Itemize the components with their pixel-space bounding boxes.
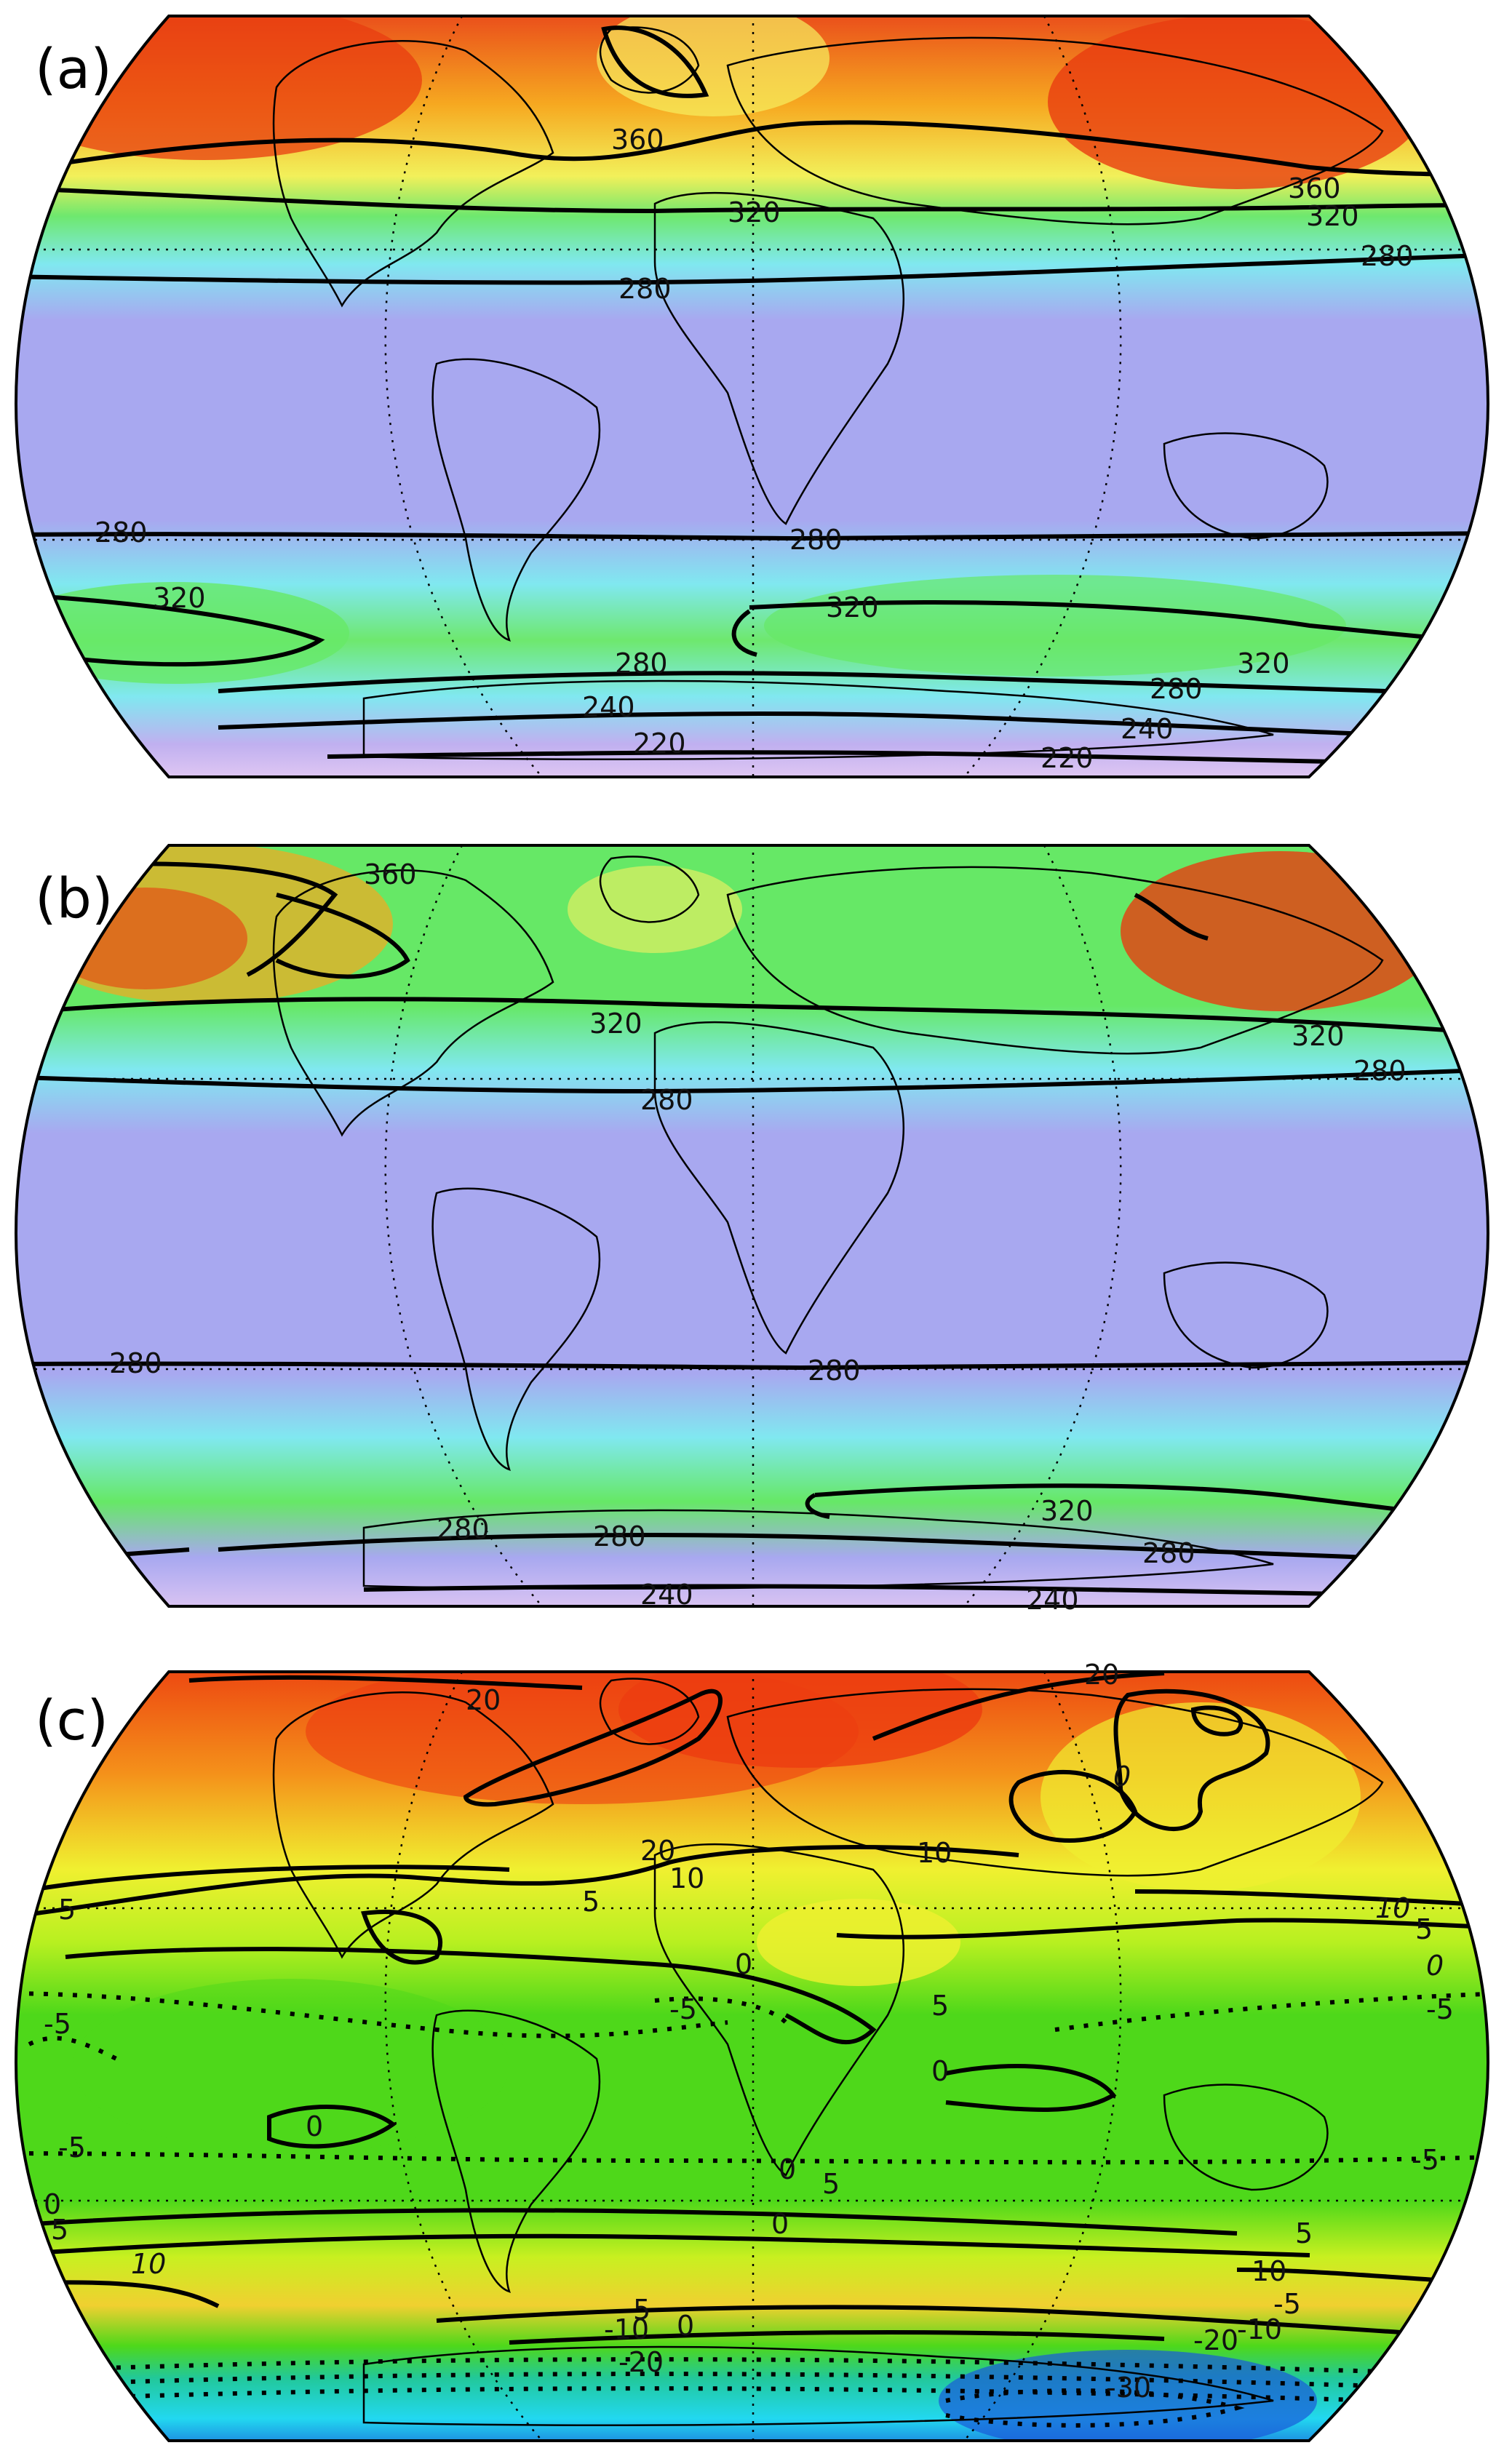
contour-label: 0 — [931, 2055, 949, 2087]
contour-label: 0 — [771, 2208, 789, 2240]
contour-label: 240 — [1026, 1584, 1079, 1616]
contour-label: 320 — [826, 591, 879, 623]
contour-label: 0 — [779, 2153, 796, 2185]
contour-label: 320 — [153, 582, 206, 614]
contour-label: 280 — [640, 1084, 693, 1116]
contour-label: 220 — [633, 727, 686, 759]
contour-label: 280 — [1353, 1055, 1406, 1087]
contour-label: 240 — [1121, 713, 1174, 745]
contour-label: 220 — [1041, 742, 1094, 774]
panel-b: (b) — [0, 829, 1504, 1630]
contour-label: 5 — [582, 1886, 600, 1918]
contour-label: 280 — [1150, 673, 1203, 705]
contour-label: 280 — [808, 1355, 861, 1387]
contour-label: 320 — [1237, 647, 1290, 679]
contour-label: 20 — [466, 1684, 501, 1716]
contour-label: 240 — [640, 1579, 693, 1611]
contour-label: 5 — [822, 2168, 840, 2200]
contour-label: 360 — [611, 124, 664, 156]
contour-label: 360 — [364, 858, 417, 890]
contour-label: 0 — [306, 2110, 323, 2142]
contour-label: 0 — [735, 1948, 752, 1980]
contour-label: 5 — [633, 2294, 650, 2326]
contour-label: 20 — [640, 1835, 675, 1867]
contour-label: 0 — [1113, 1761, 1131, 1793]
contour-label: 280 — [1142, 1537, 1195, 1569]
contour-label: 240 — [582, 691, 635, 723]
contour-label: 320 — [1041, 1495, 1094, 1527]
panel-c: 20 20 20 10 10 10 5 5 5 5 5 0 0 0 0 0 0 … — [0, 1651, 1504, 2459]
contour-label: 10 — [1252, 2255, 1286, 2287]
contour-label: 280 — [437, 1513, 490, 1545]
panel-label: (a) — [35, 36, 112, 101]
contour-label: -5 — [1412, 2144, 1439, 2176]
contour-label: 5 — [1415, 1913, 1433, 1945]
contour-label: 10 — [669, 1862, 704, 1894]
contour-label: 0 — [677, 2310, 694, 2342]
contour-label: 10 — [1375, 1892, 1410, 1924]
contour-label: 20 — [1084, 1659, 1119, 1691]
contour-label: 5 — [58, 1894, 76, 1926]
contour-label: 280 — [615, 647, 668, 679]
contour-label: 280 — [109, 1347, 162, 1379]
contour-label: -5 — [1426, 1993, 1454, 2025]
contour-label: -5 — [669, 1993, 697, 2025]
panel-label: (b) — [35, 866, 114, 930]
contour-label: 5 — [51, 2214, 68, 2246]
contour-label: 320 — [728, 196, 781, 228]
contour-label: 280 — [789, 524, 843, 556]
map-a: 360 360 320 320 280 280 280 280 320 320 … — [14, 15, 1490, 778]
contour-label: -10 — [604, 2313, 649, 2345]
contour-label: 320 — [1292, 1020, 1345, 1052]
contour-label: 360 — [1288, 172, 1341, 204]
panel-label: (c) — [35, 1688, 109, 1753]
contour-label: -20 — [1193, 2324, 1238, 2356]
contour-label: -30 — [1106, 2372, 1151, 2404]
contour-label: 0 — [44, 2188, 61, 2220]
map-b: 360 320 320 280 280 280 280 280 320 280 … — [14, 844, 1490, 1616]
contour-label: -20 — [618, 2346, 664, 2378]
contour-label: -5 — [1273, 2288, 1301, 2320]
contour-label: 0 — [1426, 1950, 1444, 1982]
contour-label: -5 — [44, 2008, 71, 2040]
contour-label: 280 — [95, 517, 148, 549]
contour-label: -5 — [58, 2132, 86, 2164]
contour-label: 5 — [931, 1990, 949, 2022]
contour-label: 320 — [589, 1008, 642, 1040]
contour-label: -10 — [1237, 2313, 1282, 2345]
map-c: 20 20 20 10 10 10 5 5 5 5 5 0 0 0 0 0 0 … — [14, 1659, 1490, 2442]
contour-label: 5 — [1295, 2217, 1313, 2249]
panel-a: 360 360 320 320 280 280 280 280 320 320 … — [0, 0, 1504, 800]
contour-label: 10 — [917, 1837, 952, 1869]
contour-label: 280 — [618, 273, 672, 305]
contour-label: 10 — [131, 2248, 166, 2280]
contour-label: 280 — [1361, 240, 1414, 272]
contour-label: 280 — [593, 1520, 646, 1552]
contour-label: 320 — [1306, 200, 1359, 232]
